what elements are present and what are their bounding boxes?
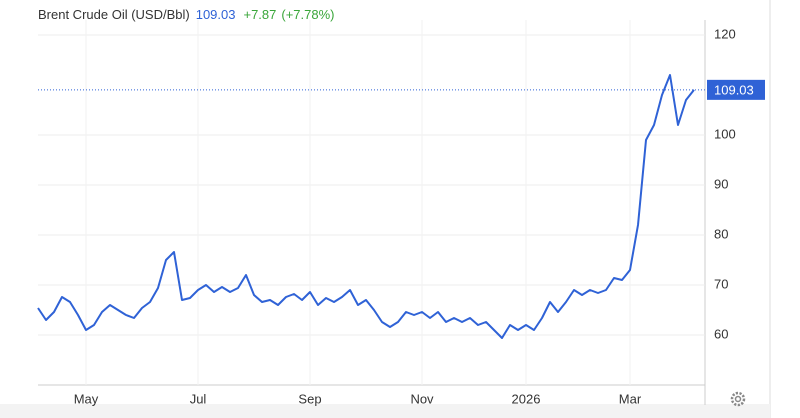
y-tick-label: 70 — [714, 276, 728, 291]
x-tick-label: Jul — [190, 391, 207, 406]
x-tick-label: Mar — [619, 391, 642, 406]
gear-teeth — [730, 391, 746, 407]
x-tick-label: May — [74, 391, 99, 406]
y-tick-label: 80 — [714, 226, 728, 241]
y-tick-label: 100 — [714, 126, 736, 141]
gear-hub — [734, 395, 742, 403]
last-price-box — [707, 79, 765, 100]
y-tick-label: 120 — [714, 26, 736, 41]
change-percent: (+7.78%) — [281, 7, 334, 22]
last-value: 109.03 — [196, 7, 236, 22]
change: +7.87 — [243, 7, 276, 22]
x-tick-label: Nov — [410, 391, 434, 406]
y-tick-label: 60 — [714, 326, 728, 341]
x-tick-label: 2026 — [512, 391, 541, 406]
last-price-label: 109.03 — [714, 82, 754, 97]
y-tick-label: 90 — [714, 176, 728, 191]
price-line — [37, 74, 695, 339]
settings-icon[interactable] — [730, 391, 746, 407]
bottom-strip — [0, 404, 770, 418]
title: Brent Crude Oil (USD/Bbl) — [38, 7, 190, 22]
chart-title: Brent Crude Oil (USD/Bbl) 109.03 +7.87 (+7.… — [38, 7, 335, 22]
x-tick-label: Sep — [298, 391, 321, 406]
